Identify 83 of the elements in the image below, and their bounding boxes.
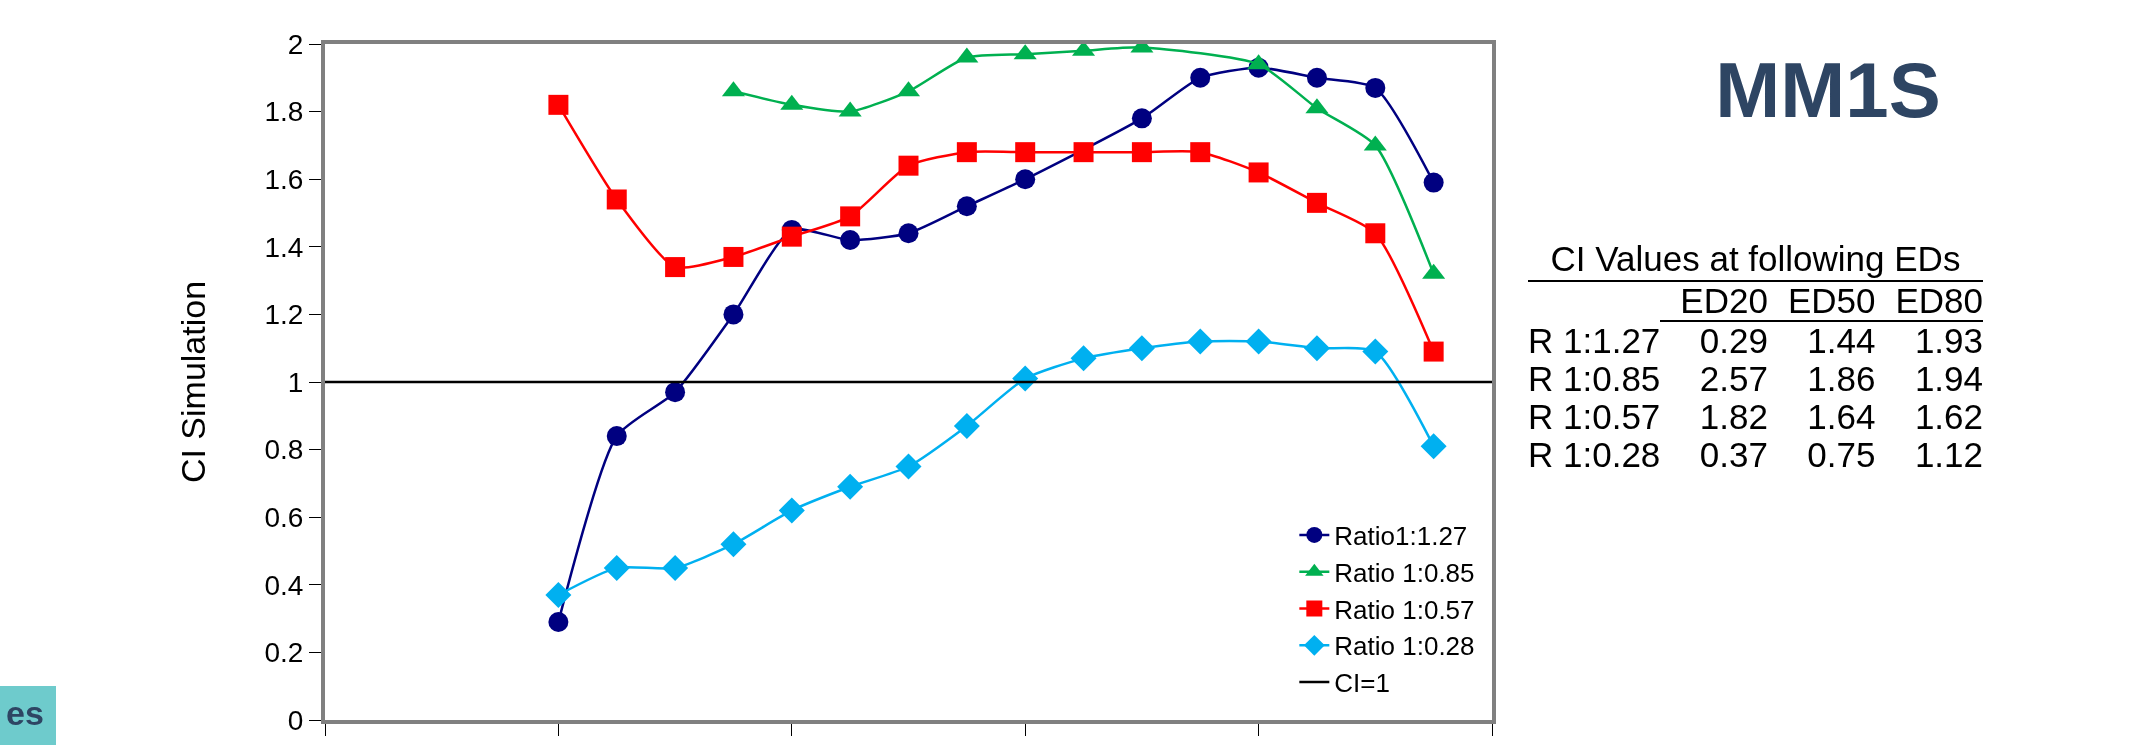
text: MM1S	[1714, 45, 1942, 136]
point	[898, 223, 919, 244]
point	[548, 94, 569, 115]
point	[603, 554, 630, 581]
legend-label: Ratio 1:0.85	[1334, 557, 1475, 588]
y-tick-label: 0	[287, 704, 304, 736]
y-tick-label: 1	[287, 366, 304, 398]
text: 0.29	[1699, 321, 1768, 360]
point	[720, 531, 747, 558]
category-label: R 1:0.85	[1528, 359, 1661, 398]
y-tick-label: 1.2	[264, 299, 304, 331]
y-tick-label: 1.8	[264, 96, 304, 128]
point	[1131, 142, 1152, 163]
y-tick-label: 2	[287, 28, 304, 60]
point	[665, 257, 686, 278]
point	[1128, 335, 1155, 362]
point	[665, 382, 686, 403]
point	[548, 611, 569, 632]
text: 1.86	[1807, 359, 1876, 398]
point	[1248, 162, 1269, 183]
point	[956, 196, 977, 217]
category-label: R 1:0.28	[1528, 435, 1661, 474]
legend-label: Ratio1:1.27	[1334, 521, 1468, 552]
point	[953, 412, 980, 439]
text: CI Values at following EDs	[1528, 239, 1983, 281]
point	[1245, 328, 1272, 355]
category-label: ED20	[1660, 281, 1768, 321]
point	[1303, 335, 1330, 362]
text: 0.75	[1807, 435, 1876, 474]
text: 1.12	[1914, 435, 1983, 474]
point	[545, 581, 572, 608]
point	[606, 189, 627, 210]
point	[606, 426, 627, 447]
y-tick-label: 0.6	[264, 502, 304, 533]
point	[1190, 142, 1211, 163]
point	[723, 304, 744, 325]
y-tick-label: 1.6	[264, 164, 304, 195]
text: 1.62	[1914, 397, 1983, 436]
y-tick-label: 0.2	[264, 637, 304, 669]
text: 1.94	[1914, 359, 1983, 398]
y-tick-label: 0.8	[264, 434, 304, 466]
text: 0.37	[1699, 435, 1768, 474]
text: 1.93	[1914, 321, 1983, 360]
point	[1070, 345, 1097, 372]
legend-label: Ratio 1:0.57	[1334, 594, 1475, 625]
point	[1131, 108, 1152, 129]
point	[1423, 172, 1444, 193]
point	[1365, 223, 1386, 244]
point	[1420, 433, 1447, 460]
point	[1187, 328, 1214, 355]
point	[840, 230, 861, 251]
text: 1.82	[1699, 397, 1768, 436]
point	[895, 453, 922, 480]
text: 2.57	[1699, 359, 1768, 398]
y-tick-label: 0.4	[264, 569, 304, 601]
point	[1190, 67, 1211, 88]
legend-label: CI=1	[1334, 668, 1390, 699]
point	[1423, 341, 1444, 362]
point	[723, 246, 744, 267]
y-axis-title: CI Simulation	[173, 280, 212, 484]
text: es	[0, 686, 56, 745]
category-label: ED50	[1767, 281, 1876, 321]
point	[956, 142, 977, 163]
point	[1365, 77, 1386, 98]
point	[1015, 169, 1036, 190]
point	[778, 497, 805, 524]
category-label: ED80	[1875, 281, 1983, 321]
category-label: R 1:1.27	[1528, 320, 1661, 360]
point	[662, 554, 689, 581]
point	[840, 206, 861, 227]
point	[1306, 192, 1327, 213]
point	[1362, 338, 1389, 365]
y-tick-label: 1.4	[264, 231, 304, 263]
text: 1.64	[1807, 397, 1876, 436]
point	[781, 226, 802, 247]
point	[1073, 142, 1094, 163]
text: 1.44	[1807, 321, 1876, 360]
point	[1306, 67, 1327, 88]
point	[1015, 142, 1036, 163]
point	[837, 473, 864, 500]
category-label: R 1:0.57	[1528, 397, 1661, 436]
legend-label: Ratio 1:0.28	[1334, 631, 1475, 662]
point	[898, 155, 919, 176]
